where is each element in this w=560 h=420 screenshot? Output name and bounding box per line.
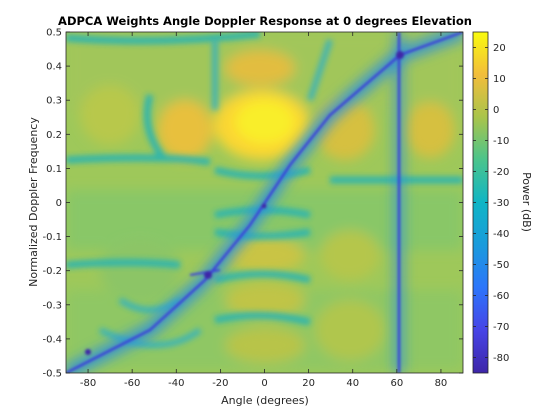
x-tick-label: -20 — [212, 378, 228, 389]
x-axis-label: Angle (degrees) — [221, 394, 309, 407]
heatmap-image — [66, 32, 463, 373]
colorbar-tick-label: -30 — [493, 198, 509, 209]
colorbar-tick-label: -60 — [493, 291, 509, 302]
y-tick-label: 0 — [56, 198, 62, 209]
x-tick-label: -60 — [124, 378, 140, 389]
y-tick-label: 0.4 — [46, 62, 62, 73]
y-tick-label: -0.1 — [42, 232, 62, 243]
y-tick-label: 0.1 — [46, 164, 62, 175]
colorbar-tick-label: -80 — [493, 353, 509, 364]
x-tick-label: -40 — [168, 378, 184, 389]
chart-title: ADPCA Weights Angle Doppler Response at … — [58, 14, 472, 28]
x-tick-label: 0 — [261, 378, 267, 389]
y-axis-label: Normalized Doppler Frequency — [27, 117, 40, 287]
colorbar-tick-label: -10 — [493, 136, 509, 147]
colorbar-tick-label: 20 — [493, 43, 506, 54]
x-tick-label: 60 — [390, 378, 403, 389]
colorbar-tick-label: -40 — [493, 229, 509, 240]
y-tick-label: 0.3 — [46, 96, 62, 107]
y-tick-label: 0.5 — [46, 28, 62, 39]
colorbar-tick-label: -70 — [493, 322, 509, 333]
y-tick-label: -0.2 — [42, 266, 62, 277]
y-tick-label: -0.4 — [42, 334, 62, 345]
colorbar-tick-label: -20 — [493, 167, 509, 178]
colorbar-label: Power (dB) — [520, 172, 533, 232]
y-tick-label: -0.5 — [42, 369, 62, 380]
colorbar-tick-label: 0 — [493, 105, 499, 116]
colorbar-tick-label: 10 — [493, 74, 506, 85]
colorbar-ticks: -80 -70 -60 -50 -40 -30 -20 -10 0 10 20 — [473, 43, 509, 364]
y-axis-ticks: -0.5 -0.4 -0.3 -0.2 -0.1 0 0.1 0.2 0.3 0.4 0.5 — [42, 28, 463, 380]
x-tick-label: 40 — [346, 378, 359, 389]
y-tick-label: 0.2 — [46, 130, 62, 141]
x-axis-ticks: -80 -60 -40 -20 0 20 40 60 80 — [80, 32, 447, 389]
y-tick-label: -0.3 — [42, 300, 62, 311]
x-tick-label: 80 — [435, 378, 448, 389]
x-tick-label: 20 — [302, 378, 315, 389]
colorbar-tick-label: -50 — [493, 260, 509, 271]
x-tick-label: -80 — [80, 378, 96, 389]
